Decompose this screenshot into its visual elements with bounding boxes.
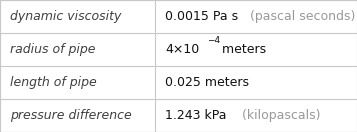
Text: (kilopascals): (kilopascals) [234, 109, 321, 122]
Text: 0.0015 Pa s: 0.0015 Pa s [165, 10, 238, 23]
Text: length of pipe: length of pipe [10, 76, 97, 89]
Text: (pascal seconds): (pascal seconds) [246, 10, 355, 23]
Text: meters: meters [218, 43, 266, 56]
Text: radius of pipe: radius of pipe [10, 43, 96, 56]
Text: 1.243 kPa: 1.243 kPa [165, 109, 226, 122]
Text: pressure difference: pressure difference [10, 109, 132, 122]
Text: dynamic viscosity: dynamic viscosity [10, 10, 121, 23]
Text: 0.025 meters: 0.025 meters [165, 76, 249, 89]
Text: 4×10: 4×10 [165, 43, 199, 56]
Text: −4: −4 [207, 36, 220, 45]
